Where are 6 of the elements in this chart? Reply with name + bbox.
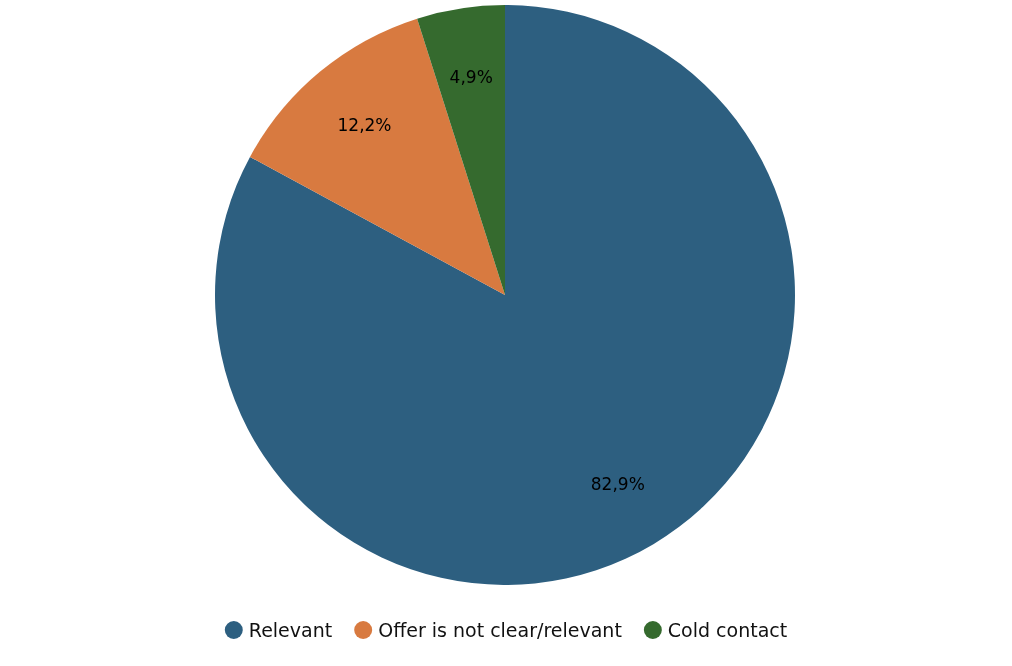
legend-label: Offer is not clear/relevant	[378, 619, 622, 641]
data-label: 4,9%	[449, 67, 493, 88]
data-label: 82,9%	[590, 474, 645, 495]
legend-label: Cold contact	[667, 619, 788, 641]
legend-label: Relevant	[248, 619, 333, 641]
data-label: 12,2%	[337, 115, 392, 136]
